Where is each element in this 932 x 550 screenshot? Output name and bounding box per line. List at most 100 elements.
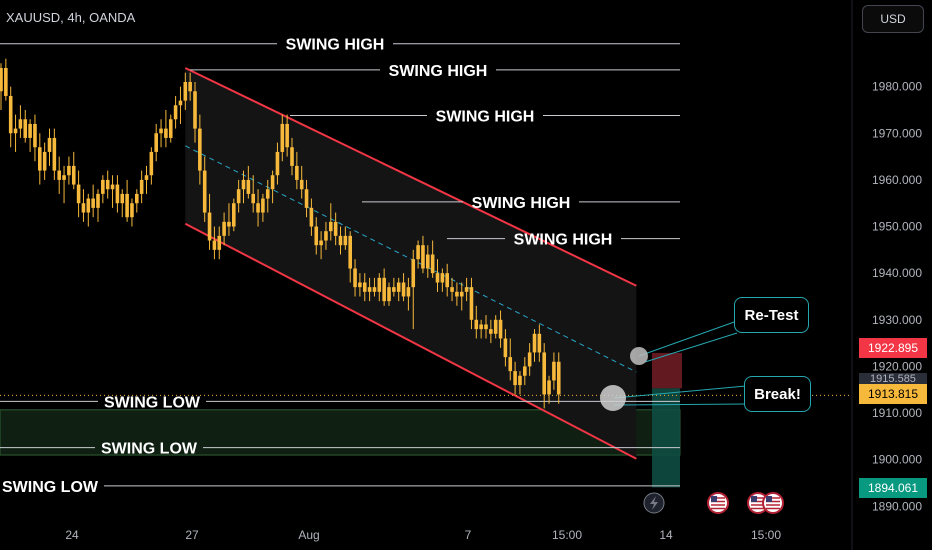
- candle-body: [493, 319, 498, 334]
- candle-body: [343, 235, 348, 246]
- swing-high-label: SWING HIGH: [472, 195, 571, 212]
- candle-body: [411, 259, 416, 288]
- candle-body: [232, 203, 236, 227]
- x-tick-label: 14: [659, 528, 673, 542]
- candle-body: [18, 119, 23, 129]
- hidden-price-tag: 1915.585: [859, 373, 927, 385]
- candle-body: [556, 361, 561, 395]
- candle-body: [168, 119, 173, 138]
- support-price-tag: 1894.061: [859, 478, 927, 498]
- candle-body: [552, 361, 556, 381]
- candle-body: [537, 333, 542, 353]
- candle-body: [227, 221, 231, 227]
- candle-body: [430, 254, 435, 274]
- y-tick-label: 1960.000: [872, 173, 922, 187]
- candle-body: [372, 287, 377, 292]
- candle-body: [382, 277, 386, 302]
- candle-body: [96, 193, 100, 208]
- break-callout: Break!: [744, 376, 811, 412]
- candle-body: [498, 319, 503, 339]
- candle-body: [333, 221, 338, 236]
- candle-body: [52, 137, 57, 171]
- candle-body: [67, 165, 71, 176]
- break-connector: [613, 403, 747, 406]
- x-tick-label: 15:00: [552, 528, 582, 542]
- y-tick-label: 1910.000: [872, 406, 922, 420]
- candle-body: [392, 287, 396, 292]
- y-tick-label: 1980.000: [872, 80, 922, 94]
- candle-body: [236, 189, 241, 204]
- candle-body: [139, 179, 144, 194]
- candle-body: [202, 170, 207, 213]
- retest-marker: [630, 347, 648, 365]
- candle-body: [542, 352, 546, 395]
- candle-body: [329, 221, 333, 232]
- candle-body: [319, 240, 323, 246]
- candle-body: [0, 67, 3, 92]
- candle-body: [241, 179, 246, 190]
- y-tick-label: 1890.000: [872, 499, 922, 513]
- y-tick-label: 1950.000: [872, 220, 922, 234]
- retest-connector: [638, 320, 738, 357]
- candle-body: [469, 287, 474, 320]
- candle-body: [212, 240, 217, 250]
- current-price-tag: 1913.815: [859, 384, 927, 404]
- swing-high-label: SWING HIGH: [389, 63, 488, 80]
- candle-body: [280, 123, 285, 152]
- candle-body: [101, 179, 105, 194]
- candle-body: [547, 380, 551, 395]
- candle-body: [455, 291, 459, 297]
- candle-body: [159, 128, 163, 134]
- candle-body: [527, 352, 532, 367]
- x-tick-label: 15:00: [751, 528, 781, 542]
- candle-body: [426, 254, 430, 269]
- swing-low-label: SWING LOW: [2, 479, 99, 496]
- candle-body: [396, 282, 401, 292]
- candle-body: [353, 268, 357, 288]
- candle-body: [149, 151, 154, 176]
- candle-body: [178, 100, 183, 106]
- candle-body: [144, 175, 149, 180]
- candle-body: [270, 175, 275, 190]
- lightning-glyph: [650, 496, 658, 510]
- currency-button[interactable]: USD: [862, 5, 924, 33]
- candle-body: [86, 198, 91, 213]
- candle-body: [265, 189, 270, 199]
- candle-body: [261, 198, 265, 213]
- y-tick-label: 1940.000: [872, 266, 922, 280]
- candle-body: [450, 287, 454, 292]
- candle-body: [251, 193, 255, 204]
- candle-body: [445, 273, 449, 288]
- candle-body: [523, 366, 527, 376]
- candle-body: [479, 324, 483, 330]
- candle-body: [474, 319, 479, 330]
- swing-high-label: SWING HIGH: [436, 109, 535, 126]
- candle-body: [285, 123, 289, 148]
- candle-body: [464, 287, 469, 292]
- candle-body: [154, 133, 158, 152]
- candle-body: [125, 193, 129, 218]
- candle-body: [42, 151, 47, 171]
- candle-body: [435, 273, 440, 283]
- candle-body: [532, 333, 537, 353]
- x-tick-label: 27: [185, 528, 199, 542]
- candle-body: [295, 165, 299, 180]
- candle-body: [183, 81, 188, 101]
- y-tick-label: 1900.000: [872, 453, 922, 467]
- channel-fill: [185, 67, 637, 459]
- channel-mid-line: [185, 145, 637, 373]
- y-tick-label: 1920.000: [872, 359, 922, 373]
- channel-upper-line: [184, 67, 637, 287]
- channel-lower-line: [184, 222, 637, 460]
- candle-body: [348, 235, 352, 269]
- x-tick-label: 7: [465, 528, 472, 542]
- candle-body: [62, 175, 66, 180]
- flag-canton: [751, 496, 757, 502]
- candle-body: [421, 245, 425, 269]
- swing-low-label: SWING LOW: [101, 441, 198, 458]
- candle-body: [198, 128, 202, 171]
- swing-low-label: SWING LOW: [104, 394, 201, 411]
- position-box: [652, 388, 680, 488]
- swing-high-label: SWING HIGH: [514, 232, 613, 249]
